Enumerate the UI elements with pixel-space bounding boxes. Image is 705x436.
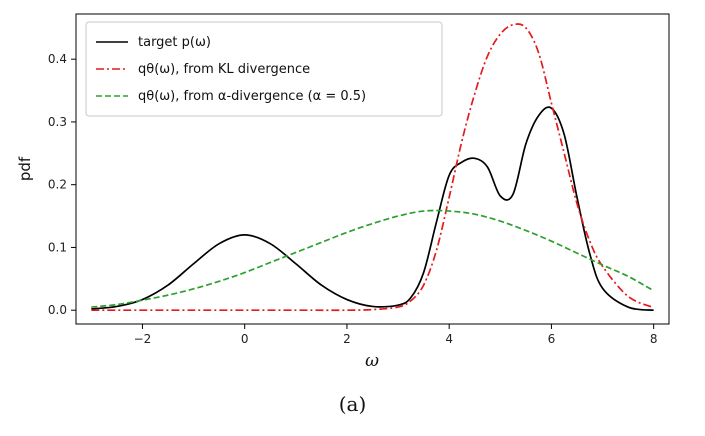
x-tick-label: 6: [548, 332, 556, 346]
legend-box: [85, 21, 443, 117]
x-tick-label: 2: [343, 332, 351, 346]
legend-label-target: target p(ω): [138, 35, 211, 50]
series-layer: [91, 23, 655, 312]
series-line-kl: [91, 23, 655, 312]
figure-caption: (a): [338, 392, 367, 416]
legend-label-kl: qθ(ω), from KL divergence: [138, 62, 310, 77]
plot-frame: [75, 13, 670, 325]
x-tick-label: 0: [241, 332, 249, 346]
x-tick-label: 4: [445, 332, 453, 346]
x-axis-label: ω: [365, 351, 379, 371]
chart-canvas: −2 0 2 4 6 8 0.0 0.1 0.2 0.3 0.4 ω pdf target p(ω)…: [16, 13, 670, 371]
y-tick-label: 0.2: [48, 178, 67, 192]
legend: target p(ω) qθ(ω), from KL divergence qθ…: [85, 21, 443, 117]
series-line-target: [91, 106, 654, 312]
series-line-alpha: [91, 209, 655, 308]
legend-label-alpha: qθ(ω), from α-divergence (α = 0.5): [138, 89, 366, 104]
x-tick-label: −2: [134, 332, 152, 346]
tick-layer: −2 0 2 4 6 8 0.0 0.1 0.2 0.3 0.4: [48, 52, 658, 346]
y-tick-label: 0.3: [48, 115, 67, 129]
y-tick-label: 0.0: [48, 303, 67, 317]
y-tick-label: 0.1: [48, 240, 67, 254]
y-axis-label: pdf: [16, 156, 34, 181]
x-tick-label: 8: [650, 332, 658, 346]
y-tick-label: 0.4: [48, 52, 67, 66]
